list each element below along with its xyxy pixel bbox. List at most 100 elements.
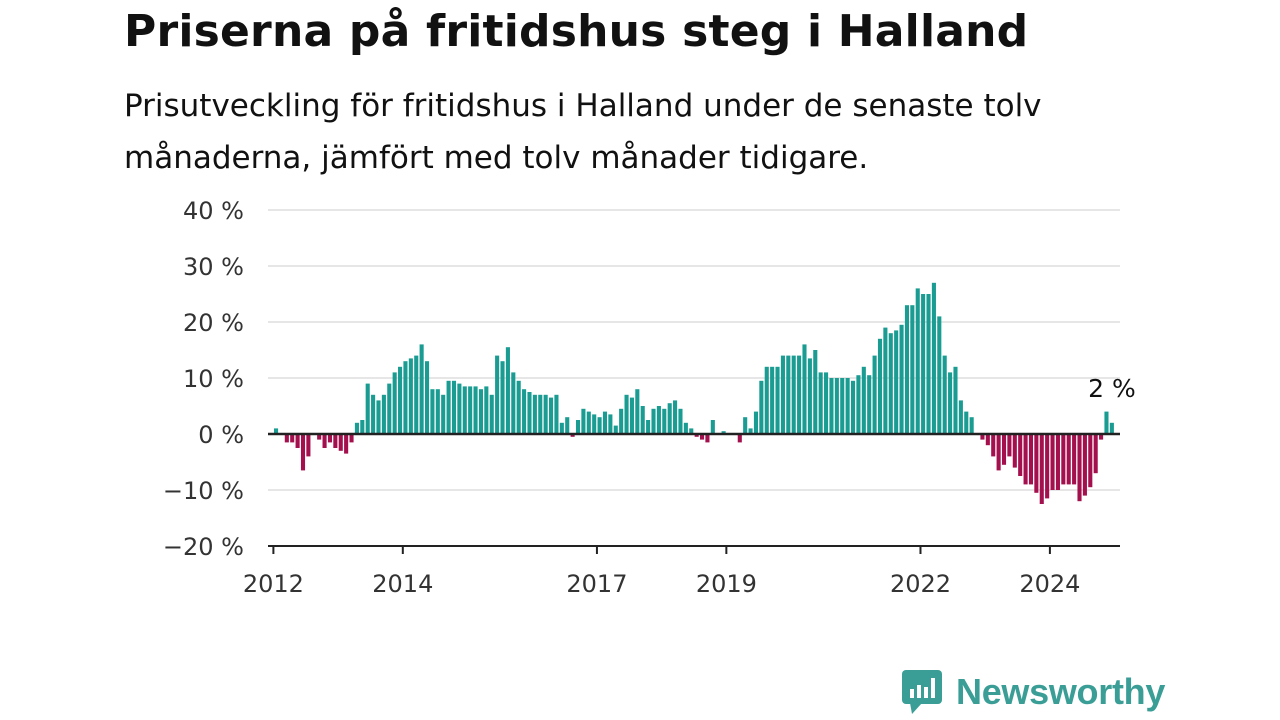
- bar: [430, 389, 435, 434]
- bar: [705, 434, 710, 443]
- bar: [737, 434, 742, 443]
- bar: [597, 417, 602, 434]
- bar: [306, 434, 311, 457]
- bar: [408, 358, 413, 434]
- bar: [662, 408, 667, 434]
- bar: [689, 428, 694, 434]
- bar: [759, 380, 764, 434]
- bar: [678, 408, 683, 434]
- bar: [1077, 434, 1082, 502]
- bar: [1001, 434, 1007, 465]
- y-tick-label: 10 %: [183, 365, 244, 393]
- bar: [273, 428, 279, 434]
- bar: [468, 386, 473, 434]
- bar: [899, 324, 904, 434]
- bar: [775, 366, 780, 434]
- chart-subtitle: Prisutveckling för fritidshus i Halland …: [124, 88, 1042, 176]
- bar: [592, 414, 597, 434]
- bar: [904, 305, 909, 434]
- bar: [629, 397, 634, 434]
- bar: [451, 380, 457, 434]
- bar: [964, 411, 969, 434]
- bar: [300, 434, 306, 471]
- bar: [338, 434, 343, 451]
- bar: [813, 350, 818, 434]
- bar: [985, 434, 990, 446]
- x-tick-label: 2022: [890, 570, 951, 598]
- bar: [500, 361, 505, 434]
- y-axis-ticks: −20 % −10 % 0 % 10 % 20 % 30 % 40 %: [163, 197, 244, 561]
- bar: [586, 411, 591, 434]
- bar: [683, 422, 688, 434]
- bar: [942, 355, 947, 434]
- bar: [1088, 434, 1093, 488]
- bar: [381, 394, 386, 434]
- x-tick-label: 2019: [696, 570, 757, 598]
- bar: [867, 375, 872, 434]
- bar: [1109, 422, 1114, 434]
- bar: [559, 422, 564, 434]
- bar: [948, 372, 953, 434]
- bar: [673, 400, 678, 434]
- y-tick-label: 30 %: [183, 253, 244, 281]
- bar: [295, 434, 300, 448]
- bar: [1045, 434, 1050, 499]
- bar: [392, 372, 397, 434]
- bar: [457, 383, 462, 434]
- bar: [371, 394, 376, 434]
- bar: [354, 422, 359, 434]
- bar: [522, 389, 527, 434]
- last-value-label: 2 %: [1088, 374, 1136, 403]
- bar: [780, 355, 785, 434]
- bar: [317, 434, 322, 440]
- bar: [721, 431, 726, 434]
- bar: [608, 414, 613, 434]
- bar: [484, 386, 489, 434]
- bar: [829, 378, 834, 434]
- bar: [516, 380, 521, 434]
- bar: [435, 389, 440, 434]
- bar: [1007, 434, 1012, 457]
- bar: [387, 383, 392, 434]
- bar: [883, 327, 888, 434]
- axes: [268, 432, 1120, 547]
- x-tick-label: 2017: [566, 570, 627, 598]
- chart-title: Priserna på fritidshus steg i Halland: [124, 6, 1029, 57]
- brand-name: Newsworthy: [956, 671, 1166, 712]
- bar: [845, 378, 850, 434]
- bar: [473, 386, 478, 434]
- bar: [1061, 434, 1066, 485]
- bar: [538, 394, 543, 434]
- bar: [699, 434, 705, 440]
- y-tick-label: −20 %: [163, 533, 244, 561]
- x-tick-label: 2012: [243, 570, 304, 598]
- bar: [462, 386, 467, 434]
- bar: [1039, 434, 1044, 504]
- bar: [424, 361, 430, 434]
- bar: [570, 434, 575, 437]
- bar: [980, 434, 985, 440]
- bar: [850, 380, 856, 434]
- bar: [376, 400, 381, 434]
- bar: [991, 434, 996, 457]
- bar: [646, 420, 651, 434]
- bar: [710, 420, 715, 434]
- bar: [743, 417, 748, 434]
- bar: [1028, 434, 1034, 485]
- bar: [797, 355, 802, 434]
- bar: [1082, 434, 1087, 496]
- bar: [877, 338, 883, 434]
- bar: [419, 344, 424, 434]
- bar: [818, 372, 823, 434]
- bar: [894, 330, 899, 434]
- bar: [414, 355, 419, 434]
- bar: [511, 372, 516, 434]
- bar: [554, 394, 559, 434]
- bar: [635, 389, 640, 434]
- bar: [753, 411, 759, 434]
- bar: [996, 434, 1001, 471]
- bar: [489, 394, 494, 434]
- bar: [441, 394, 446, 434]
- bar: [543, 394, 548, 434]
